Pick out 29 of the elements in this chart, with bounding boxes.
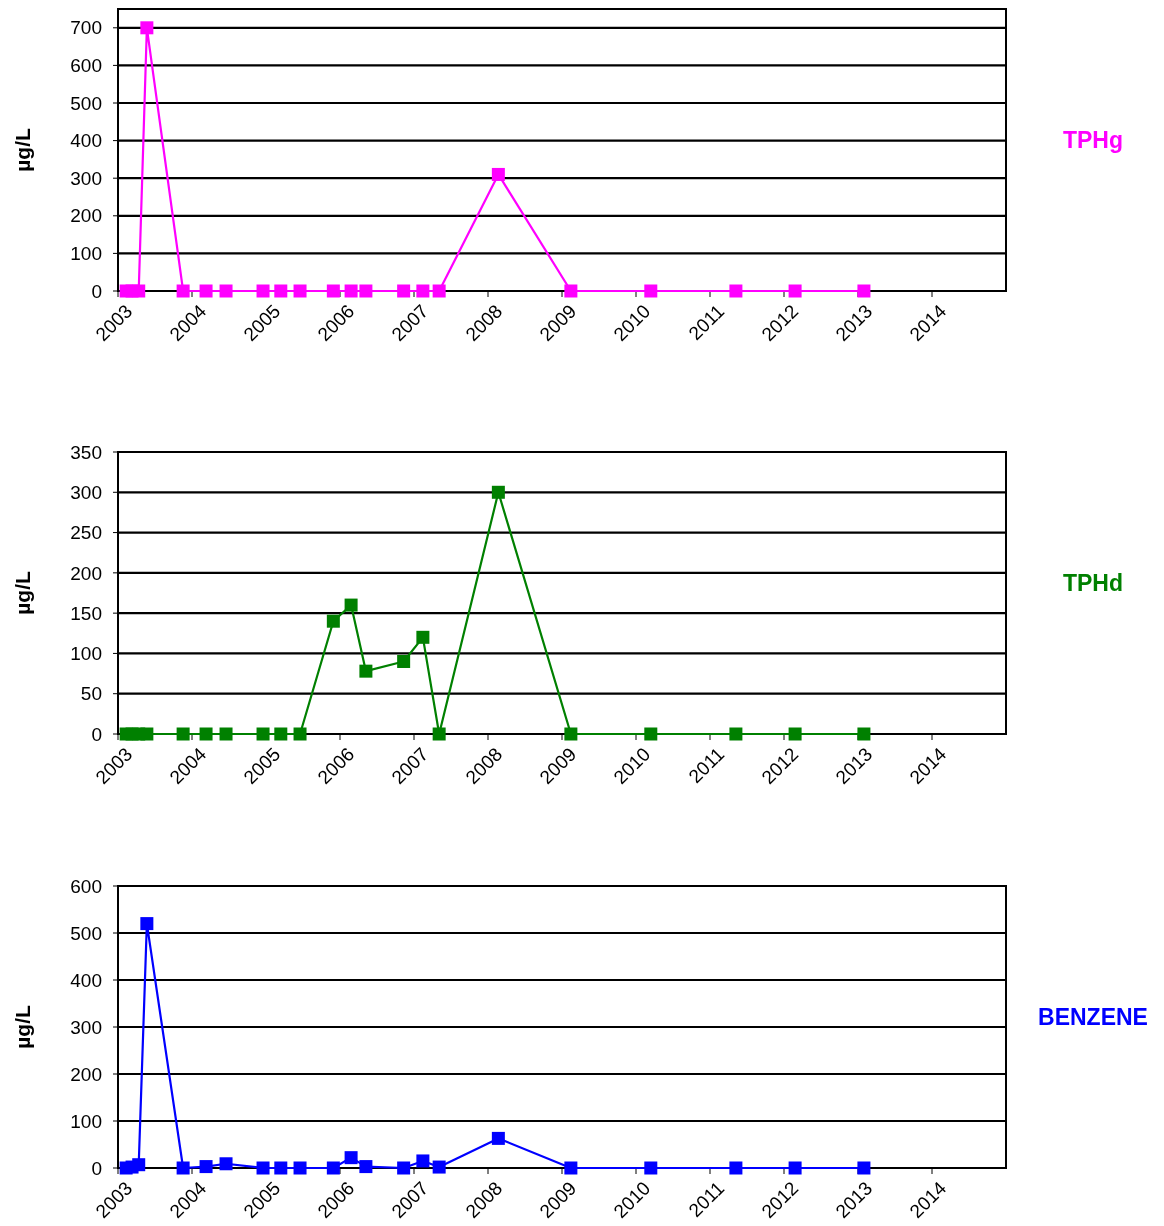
- y-tick-label: 100: [70, 1110, 102, 1132]
- y-tick-label: 200: [70, 1063, 102, 1085]
- y-axis-title: µg/L: [11, 1005, 34, 1049]
- y-tick-label: 200: [70, 205, 102, 227]
- y-tick-label: 700: [70, 17, 102, 39]
- y-tick-label: 400: [70, 130, 102, 152]
- y-tick-label: 300: [70, 167, 102, 189]
- y-tick-label: 200: [70, 562, 102, 584]
- y-tick-label: 500: [70, 922, 102, 944]
- y-axis-title: µg/L: [11, 571, 34, 615]
- text: TPHd: [1062, 570, 1124, 597]
- y-tick-label: 250: [70, 522, 102, 544]
- y-tick-label: 600: [70, 55, 102, 77]
- y-tick-label: 100: [70, 243, 102, 265]
- y-tick-label: 0: [91, 723, 102, 745]
- y-tick-label: 350: [70, 441, 102, 463]
- y-tick-label: 150: [70, 602, 102, 624]
- text: BENZENE: [1038, 1004, 1148, 1031]
- y-tick-label: 300: [70, 1016, 102, 1038]
- text: TPHg: [1062, 127, 1124, 154]
- y-tick-label: 300: [70, 481, 102, 503]
- y-tick-label: 0: [91, 280, 102, 302]
- y-tick-label: 500: [70, 92, 102, 114]
- y-tick-label: 50: [80, 683, 102, 705]
- y-axis-title: µg/L: [11, 128, 34, 172]
- y-tick-label: 100: [70, 643, 102, 665]
- y-tick-label: 400: [70, 969, 102, 991]
- y-tick-label: 0: [91, 1157, 102, 1179]
- y-tick-label: 600: [70, 875, 102, 897]
